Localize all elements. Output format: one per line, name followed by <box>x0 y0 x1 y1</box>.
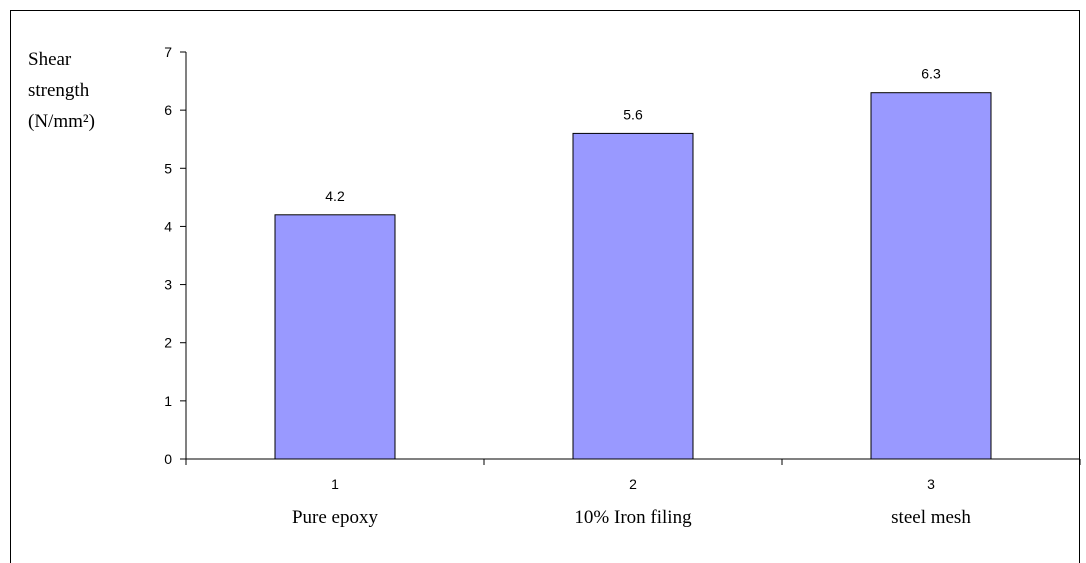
category-label: Pure epoxy <box>292 507 379 528</box>
bar <box>870 92 992 460</box>
bars <box>274 92 992 460</box>
y-tick-label: 2 <box>164 335 172 351</box>
y-tick-label: 7 <box>164 44 172 60</box>
y-axis-label-line: strength <box>28 80 90 101</box>
y-axis: 0 1 2 3 4 5 6 7 <box>164 44 187 467</box>
category-label: 10% Iron filing <box>574 507 692 528</box>
y-tick-label: 6 <box>164 102 172 118</box>
x-axis: 1 Pure epoxy 2 10% Iron filing 3 steel mesh <box>185 458 1081 528</box>
y-tick-label: 5 <box>164 160 172 176</box>
bar <box>572 132 694 460</box>
y-tick-label: 1 <box>164 393 172 409</box>
y-axis-label-line: Shear <box>28 49 72 70</box>
labels: 4.2 5.6 6.3 <box>325 66 941 204</box>
y-axis-label: Shear strength (N/mm²) <box>28 44 138 137</box>
x-tick-label: 1 <box>331 476 339 492</box>
x-tick-label: 3 <box>927 476 935 492</box>
x-tick-label: 2 <box>629 476 637 492</box>
bar <box>274 214 396 460</box>
data-label: 6.3 <box>921 66 941 82</box>
y-tick-label: 4 <box>164 218 172 234</box>
y-axis-label-line: (N/mm²) <box>28 111 95 132</box>
data-label: 5.6 <box>623 106 643 122</box>
y-tick-label: 0 <box>164 451 172 467</box>
y-tick-label: 3 <box>164 277 172 293</box>
category-label: steel mesh <box>891 507 971 528</box>
data-label: 4.2 <box>325 188 345 204</box>
chart-frame <box>10 10 1080 563</box>
